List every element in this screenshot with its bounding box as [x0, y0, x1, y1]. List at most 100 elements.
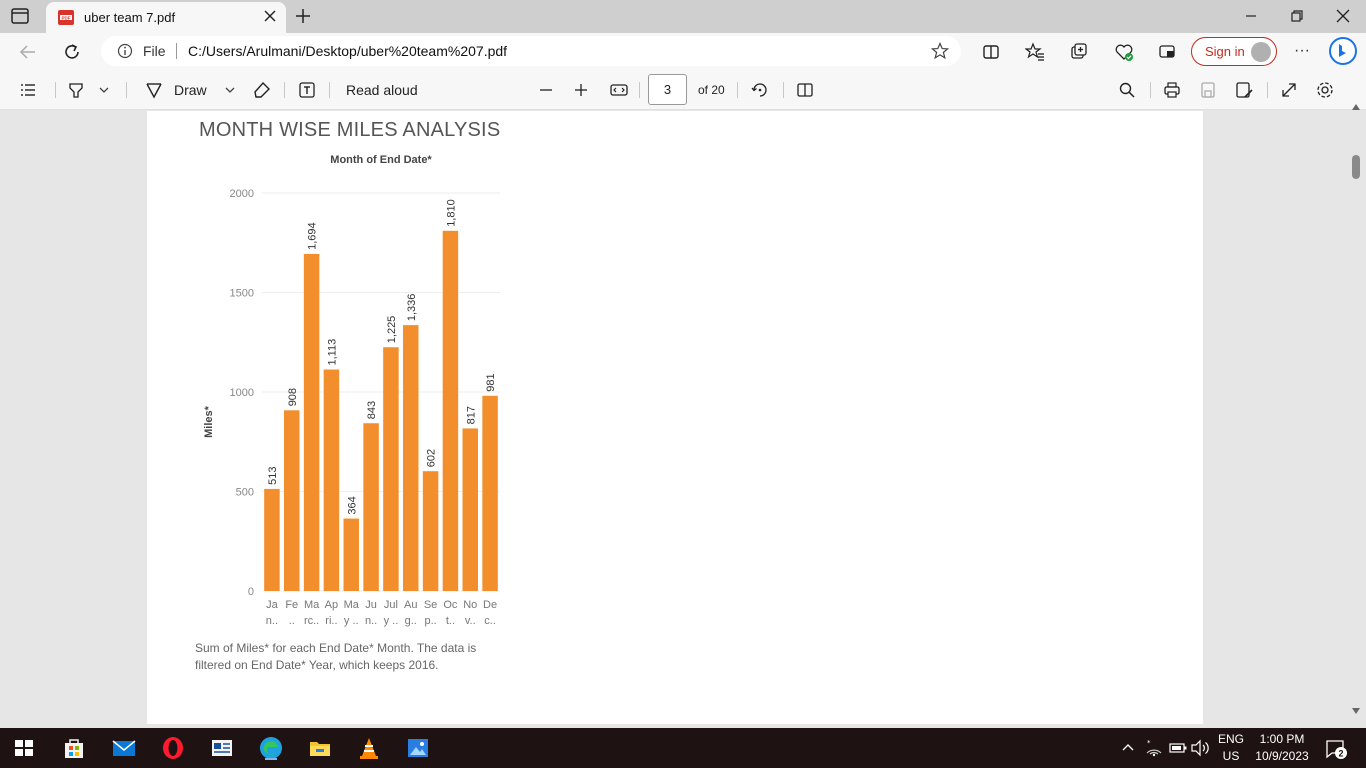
- bing-chat-icon[interactable]: [1328, 36, 1358, 66]
- tab-actions-icon[interactable]: [10, 7, 30, 25]
- sign-in-button[interactable]: Sign in: [1191, 37, 1277, 66]
- x-tick-label: Ja: [266, 599, 279, 611]
- clock[interactable]: 1:00 PM 10/9/2023: [1250, 732, 1314, 763]
- x-tick-label: c..: [484, 615, 496, 627]
- toolbar-divider: [737, 82, 738, 98]
- draw-button[interactable]: Draw: [174, 82, 207, 98]
- sign-in-label: Sign in: [1205, 44, 1245, 59]
- x-tick-label: rc..: [304, 615, 319, 627]
- x-tick-label: g..: [405, 615, 417, 627]
- toolbar-divider: [55, 82, 56, 98]
- read-aloud-button[interactable]: Read aloud: [346, 82, 418, 98]
- info-icon[interactable]: [117, 43, 133, 59]
- add-text-icon[interactable]: [297, 80, 317, 100]
- pdf-page: MONTH WISE MILES ANALYSIS Month of End D…: [147, 111, 1203, 724]
- collections-icon[interactable]: [1069, 42, 1089, 62]
- more-options-icon[interactable]: ···: [1294, 42, 1310, 59]
- minimize-icon[interactable]: [1240, 6, 1262, 26]
- bar: [303, 253, 320, 592]
- bar-value-label: 843: [366, 401, 378, 419]
- chevron-down-icon[interactable]: [94, 80, 114, 100]
- volume-icon[interactable]: [1190, 738, 1212, 758]
- fullscreen-icon[interactable]: [1279, 80, 1299, 100]
- notification-count: 2: [1338, 749, 1343, 759]
- bar-value-label: 1,694: [307, 222, 319, 250]
- toolbar-divider: [329, 82, 330, 98]
- bar-chart: Month of End Date* Miles* 0 500 1000 1500 2000…: [203, 154, 500, 627]
- scroll-down-icon[interactable]: [1351, 707, 1361, 715]
- file-explorer-icon[interactable]: [308, 736, 332, 760]
- x-tick-label: Se: [424, 599, 437, 611]
- chart-title: Month of End Date*: [330, 154, 432, 166]
- windows-start-icon[interactable]: [12, 736, 36, 760]
- profile-sync-icon[interactable]: [1157, 42, 1177, 62]
- save-icon[interactable]: [1198, 80, 1218, 100]
- language-indicator[interactable]: ENG US: [1214, 732, 1248, 763]
- refresh-icon[interactable]: [62, 42, 82, 62]
- vertical-scrollbar[interactable]: [1347, 104, 1366, 721]
- print-icon[interactable]: [1162, 80, 1182, 100]
- back-arrow-icon[interactable]: [18, 42, 38, 62]
- bar-value-label: 1,810: [445, 199, 457, 227]
- toolbar-divider: [284, 82, 285, 98]
- zoom-out-icon[interactable]: [536, 80, 556, 100]
- highlight-icon[interactable]: [66, 80, 86, 100]
- gear-icon[interactable]: [1315, 80, 1335, 100]
- chevron-up-icon[interactable]: [1120, 738, 1136, 756]
- address-bar: File C:/Users/Arulmani/Desktop/uber%20te…: [0, 33, 1366, 70]
- close-tab-icon[interactable]: [262, 8, 278, 24]
- y-tick-label: 500: [236, 487, 254, 499]
- new-tab-icon[interactable]: [294, 7, 312, 25]
- browser-tab[interactable]: PDF uber team 7.pdf: [46, 2, 286, 33]
- x-tick-label: Ap: [325, 599, 338, 611]
- news-app-icon[interactable]: [210, 736, 234, 760]
- bar-value-label: 513: [267, 467, 279, 485]
- fit-to-width-icon[interactable]: [609, 80, 629, 100]
- language-code: ENG: [1217, 732, 1244, 746]
- restore-icon[interactable]: [1286, 6, 1308, 26]
- table-of-contents-icon[interactable]: [18, 80, 38, 100]
- microsoft-store-icon[interactable]: [62, 736, 86, 760]
- url-input[interactable]: File C:/Users/Arulmani/Desktop/uber%20te…: [101, 36, 961, 66]
- notification-icon[interactable]: 2: [1324, 738, 1348, 760]
- x-tick-label: y ..: [384, 615, 399, 627]
- chevron-down-icon[interactable]: [220, 80, 240, 100]
- scroll-thumb[interactable]: [1352, 155, 1360, 179]
- bar: [383, 347, 399, 591]
- split-screen-icon[interactable]: [981, 42, 1001, 62]
- bar-value-label: 602: [426, 449, 438, 467]
- browser-essentials-icon[interactable]: [1114, 42, 1134, 62]
- scroll-up-icon[interactable]: [1351, 103, 1361, 111]
- draw-pen-icon[interactable]: [144, 80, 164, 100]
- photos-app-icon[interactable]: [406, 736, 430, 760]
- wifi-icon[interactable]: *: [1144, 738, 1164, 758]
- x-tick-label: Oc: [443, 599, 458, 611]
- rotate-icon[interactable]: [750, 80, 770, 100]
- battery-icon[interactable]: [1168, 739, 1188, 757]
- toolbar-divider: [783, 82, 784, 98]
- page-number-input[interactable]: [648, 74, 687, 105]
- page-total: of 20: [698, 83, 725, 97]
- tab-title: uber team 7.pdf: [84, 10, 176, 25]
- vlc-player-icon[interactable]: [357, 736, 381, 760]
- favorites-icon[interactable]: [1025, 42, 1045, 62]
- eraser-icon[interactable]: [252, 80, 272, 100]
- pdf-viewer[interactable]: MONTH WISE MILES ANALYSIS Month of End D…: [0, 111, 1366, 728]
- search-icon[interactable]: [1117, 80, 1137, 100]
- opera-browser-icon[interactable]: [161, 736, 185, 760]
- x-tick-label: Fe: [285, 599, 298, 611]
- mail-icon[interactable]: [112, 736, 136, 760]
- favorite-star-icon[interactable]: [931, 42, 949, 60]
- caption-line: filtered on End Date* Year, which keeps …: [195, 658, 439, 672]
- svg-text:PDF: PDF: [62, 15, 71, 20]
- zoom-in-icon[interactable]: [571, 80, 591, 100]
- pdf-toolbar: Draw Read aloud of 20: [0, 70, 1366, 110]
- bar-value-label: 1,225: [386, 316, 398, 344]
- taskbar: * ENG US 1:00 PM 10/9/2023 2: [0, 728, 1366, 768]
- bar-value-label: 1,336: [406, 294, 418, 322]
- save-as-icon[interactable]: [1234, 80, 1254, 100]
- close-window-icon[interactable]: [1332, 6, 1354, 26]
- page-view-icon[interactable]: [795, 80, 815, 100]
- edge-browser-icon[interactable]: [259, 736, 283, 760]
- x-tick-label: Au: [404, 599, 417, 611]
